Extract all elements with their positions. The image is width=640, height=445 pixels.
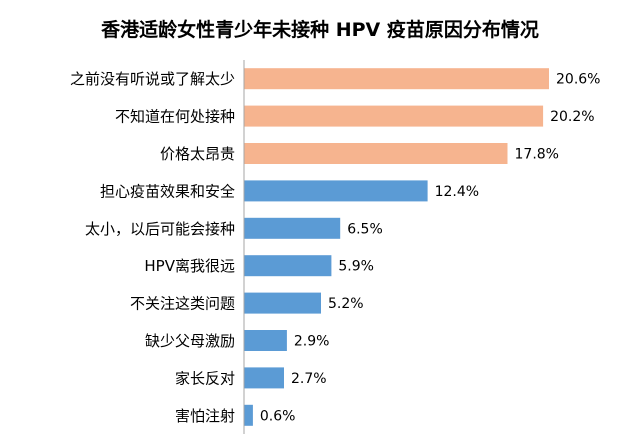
value-label-6: 5.9% xyxy=(338,259,374,275)
category-label-3: 价格太昂贵 xyxy=(160,145,235,163)
bar-10 xyxy=(244,404,253,426)
category-labels-group: 之前没有听说或了解太少不知道在何处接种价格太昂贵担心疫苗效果和安全太小，以后可能… xyxy=(70,70,235,425)
value-label-4: 12.4% xyxy=(435,184,479,200)
bars-group xyxy=(244,68,549,426)
category-label-4: 担心疫苗效果和安全 xyxy=(100,182,235,200)
chart-title: 香港适龄女性青少年未接种 HPV 疫苗原因分布情况 xyxy=(100,18,539,41)
bar-8 xyxy=(244,330,287,351)
value-label-9: 2.7% xyxy=(291,371,327,387)
value-label-3: 17.8% xyxy=(515,147,559,163)
bar-6 xyxy=(244,255,332,277)
category-label-9: 家长反对 xyxy=(175,369,235,387)
bar-4 xyxy=(244,180,428,202)
category-label-8: 缺少父母激励 xyxy=(145,332,235,350)
bar-1 xyxy=(244,68,549,90)
bar-7 xyxy=(244,292,321,314)
bar-5 xyxy=(244,217,341,239)
value-label-10: 0.6% xyxy=(260,408,296,424)
value-label-5: 6.5% xyxy=(347,221,383,237)
category-label-10: 害怕注射 xyxy=(175,407,235,425)
category-label-6: HPV离我很远 xyxy=(144,257,235,275)
bar-3 xyxy=(244,143,508,164)
category-label-5: 太小，以后可能会接种 xyxy=(85,220,235,238)
value-label-2: 20.2% xyxy=(550,109,594,125)
value-label-7: 5.2% xyxy=(328,296,364,312)
category-label-7: 不关注这类问题 xyxy=(130,295,235,313)
value-labels-group: 20.6% 20.2% 17.8% 12.4% 6.5% 5.9% 5.2% 2.9% 2.7%… xyxy=(260,72,601,425)
bar-9 xyxy=(244,367,284,389)
value-label-8: 2.9% xyxy=(294,334,330,350)
category-label-1: 之前没有听说或了解太少 xyxy=(70,70,235,88)
bar-2 xyxy=(244,105,544,127)
value-label-1: 20.6% xyxy=(556,72,600,88)
category-label-2: 不知道在何处接种 xyxy=(115,108,235,126)
